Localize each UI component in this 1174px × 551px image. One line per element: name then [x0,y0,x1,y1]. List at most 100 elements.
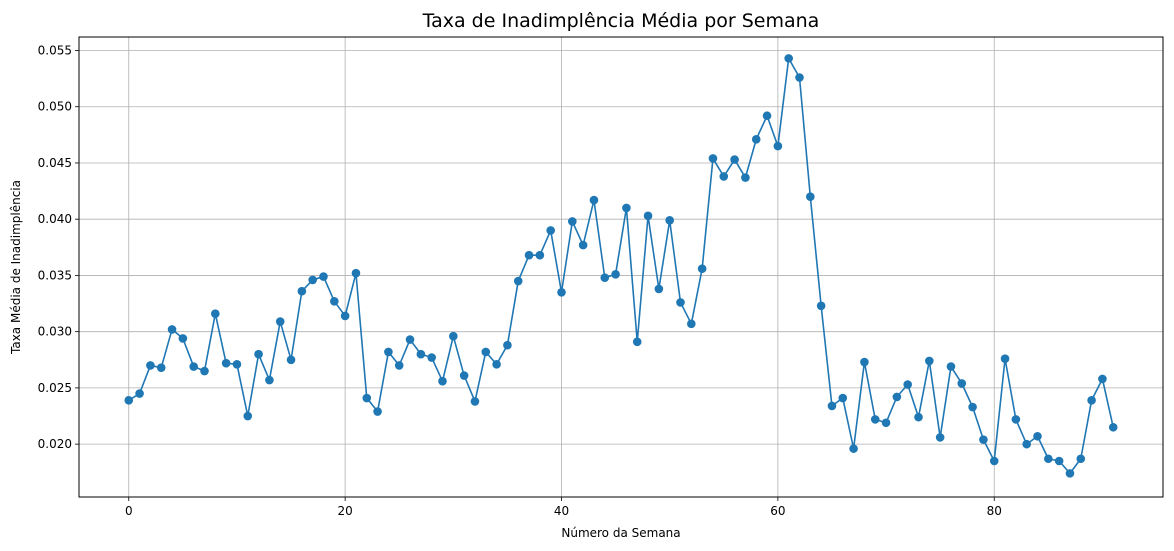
data-point [211,309,220,318]
x-tick-label: 40 [554,504,569,518]
data-point [665,216,674,225]
data-point [892,392,902,402]
data-point [751,135,761,144]
data-point [989,456,999,466]
data-point [146,361,155,370]
data-point [503,340,512,350]
data-point [784,54,793,63]
data-point [286,355,296,365]
data-point [459,371,469,380]
data-point [925,356,934,366]
data-point [687,319,696,329]
data-point [167,325,177,334]
data-point [968,402,977,412]
data-point [1044,454,1053,464]
y-tick-label: 0.045 [38,156,72,170]
data-point [1076,454,1086,464]
data-point [243,411,253,421]
data-point [394,361,404,370]
data-point [200,366,209,376]
x-tick-label: 20 [337,504,352,518]
data-point [362,393,372,403]
data-point [232,359,242,369]
data-point [481,347,491,357]
data-point [373,407,382,416]
data-point [124,395,134,405]
y-tick-label: 0.050 [38,100,72,114]
data-point [568,217,577,226]
data-point [1065,469,1075,478]
data-point [513,276,523,286]
x-tick-label: 80 [987,504,1002,518]
data-point [492,359,501,369]
data-point [330,297,339,306]
data-point [589,195,599,205]
x-axis-label: Número da Semana [561,526,680,540]
data-point [643,211,653,221]
data-point [914,412,923,422]
data-point [1000,354,1010,363]
data-point [827,401,837,411]
y-tick-label: 0.020 [38,437,72,451]
data-point [308,275,317,285]
data-point [449,331,458,341]
data-point [654,284,664,294]
grid [79,37,1163,497]
data-point [427,353,436,362]
data-point [849,444,858,453]
data-point [405,335,415,344]
chart-title: Taxa de Inadimplência Média por Semana [422,10,820,32]
plot-frame [78,36,1164,498]
data-point [860,357,869,367]
y-tick-label: 0.035 [38,268,72,282]
data-point [178,334,188,343]
data-point [697,264,707,273]
data-point [319,272,328,281]
data-point [719,172,729,181]
y-tick-label: 0.025 [38,381,72,395]
data-point [438,376,447,386]
axis-ticks: 0 20 40 60 80 0.020 0.025 0.030 0.035 0.040 0.045 0… [38,43,1002,518]
data-point [340,311,350,321]
data-point [611,270,620,279]
data-point [806,192,815,202]
data-point [189,362,198,371]
data-point [1098,374,1107,384]
data-point [254,349,263,359]
data-point [546,226,555,235]
data-point [1022,439,1031,449]
data-point [1011,415,1021,424]
series-line [128,57,1115,475]
data-point [470,397,480,406]
y-tick-label: 0.030 [38,325,72,339]
data-point [416,349,426,359]
data-point [156,363,166,372]
data-point [816,301,826,311]
data-point [881,418,891,428]
data-point [730,155,739,164]
data-point [632,337,642,347]
data-point [795,73,804,82]
data-point [773,141,783,151]
data-point [870,415,880,424]
data-point [838,393,848,403]
data-point [265,375,274,385]
y-tick-label: 0.055 [38,43,72,57]
data-point [1054,456,1064,466]
data-point [1033,431,1042,441]
data-point [524,250,534,260]
data-point [1108,422,1118,432]
data-point [384,347,393,357]
data-point [351,268,361,278]
data-point [221,358,231,368]
data-point [676,298,685,307]
data-point [762,111,772,121]
data-point [935,433,945,442]
data-point [1087,395,1096,405]
data-point [275,317,285,326]
data-series [124,54,1118,478]
y-tick-label: 0.040 [38,212,72,226]
data-point [903,380,912,389]
data-point [535,250,545,260]
data-point [741,173,750,182]
